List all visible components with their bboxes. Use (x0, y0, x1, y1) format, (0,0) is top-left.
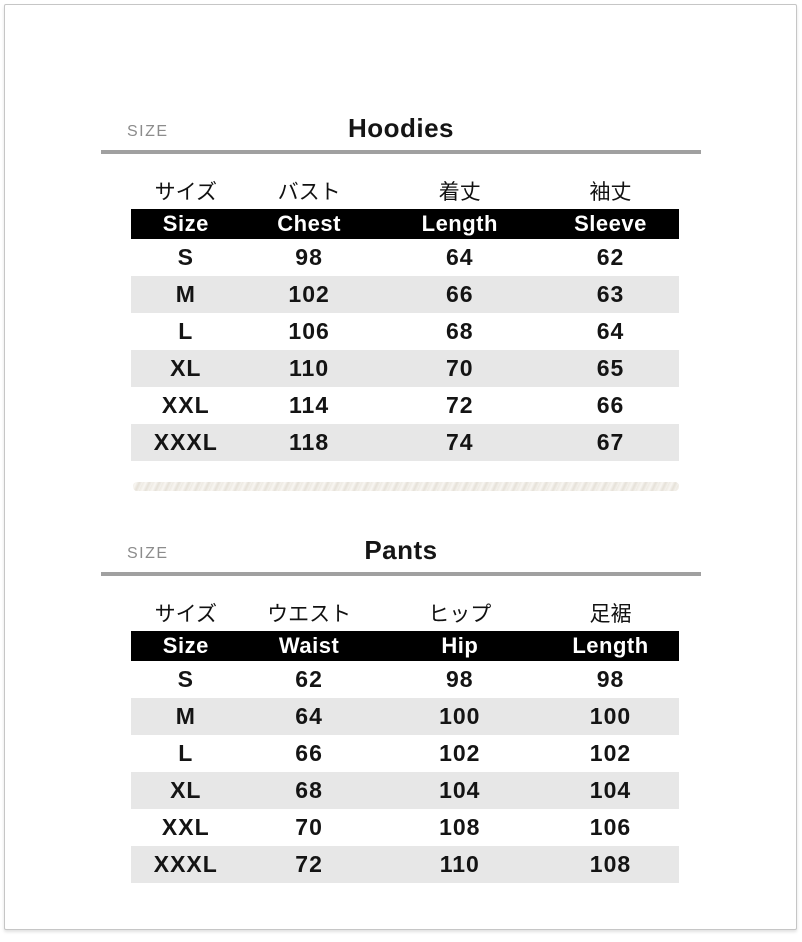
column-header-jp: サイズ (154, 603, 217, 626)
hoodies-title: Hoodies (347, 113, 455, 143)
measurement-cell: 68 (445, 318, 474, 344)
size-cell: M (175, 703, 196, 729)
table-row: L 66 102 102 (131, 735, 679, 772)
measurement-cell: 72 (295, 851, 323, 877)
column-header-jp: サイズ (154, 181, 217, 204)
column-header-en: Waist (240, 631, 378, 661)
column-header-jp: バスト (277, 181, 341, 204)
size-cell: XXL (161, 814, 210, 840)
measurement-cell: 102 (439, 740, 481, 766)
table-row: M 64 100 100 (131, 698, 679, 735)
size-cell: S (177, 666, 194, 692)
pants-english-header-row: Size Waist Hip Length (131, 631, 679, 661)
hoodies-section-header: SIZE Hoodies (101, 113, 701, 154)
measurement-cell: 100 (439, 703, 481, 729)
measurement-cell: 110 (439, 851, 480, 877)
measurement-cell: 70 (295, 814, 323, 840)
measurement-cell: 66 (295, 740, 323, 766)
pants-japanese-header-row: サイズ ウエスト ヒップ 足裾 (131, 598, 679, 631)
size-cell: XXXL (153, 851, 218, 877)
measurement-cell: 106 (288, 318, 330, 344)
size-cell: XXL (161, 392, 210, 418)
size-cell: L (178, 740, 194, 766)
table-row: L 106 68 64 (131, 313, 679, 350)
measurement-cell: 66 (445, 281, 474, 307)
pants-section-header: SIZE Pants (101, 535, 701, 576)
measurement-cell: 64 (445, 244, 474, 270)
table-row: XL 68 104 104 (131, 772, 679, 809)
column-header-en: Length (377, 209, 542, 239)
measurement-cell: 74 (445, 429, 474, 455)
hoodies-table-body: S 98 64 62 M 102 66 63 L 106 68 64 XL 110 70 65 XXL 114 72… (131, 239, 679, 461)
measurement-cell: 66 (596, 392, 625, 418)
measurement-cell: 114 (289, 392, 330, 418)
column-header-en: Size (131, 209, 241, 239)
size-cell: L (178, 318, 194, 344)
column-header-en: Hip (377, 631, 542, 661)
size-cell: M (175, 281, 196, 307)
size-cell: XL (170, 355, 202, 381)
pants-size-label: SIZE (127, 545, 169, 562)
measurement-cell: 106 (589, 814, 632, 840)
column-header-en: Chest (240, 209, 378, 239)
measurement-cell: 98 (596, 666, 625, 692)
size-cell: XXXL (153, 429, 218, 455)
measurement-cell: 100 (589, 703, 632, 729)
hoodies-english-header-row: Size Chest Length Sleeve (131, 209, 679, 239)
table-row: XXL 70 108 106 (131, 809, 679, 846)
table-row: XXL 114 72 66 (131, 387, 679, 424)
pants-title: Pants (364, 535, 438, 565)
hoodies-size-table: サイズ バスト 着丈 袖丈 Size Chest Length Sleeve S 98 64 62… (131, 176, 679, 461)
measurement-cell: 70 (445, 355, 474, 381)
hoodies-size-label: SIZE (127, 123, 169, 140)
measurement-cell: 64 (596, 318, 625, 344)
measurement-cell: 108 (439, 814, 481, 840)
measurement-cell: 102 (589, 740, 632, 766)
column-header-jp: ウエスト (267, 603, 352, 626)
rope-divider (133, 482, 679, 491)
measurement-cell: 102 (288, 281, 330, 307)
size-cell: S (177, 244, 194, 270)
pants-table-body: S 62 98 98 M 64 100 100 L 66 102 102 XL 68 104 104 XXL 70… (131, 661, 679, 883)
column-header-jp: 着丈 (438, 181, 481, 204)
hoodies-japanese-header-row: サイズ バスト 着丈 袖丈 (131, 176, 679, 209)
table-row: XXXL 118 74 67 (131, 424, 679, 461)
table-row: S 98 64 62 (131, 239, 679, 276)
column-header-jp: 袖丈 (589, 181, 632, 204)
measurement-cell: 98 (295, 244, 323, 270)
measurement-cell: 68 (295, 777, 323, 803)
measurement-cell: 118 (289, 429, 330, 455)
measurement-cell: 104 (589, 777, 632, 803)
measurement-cell: 104 (439, 777, 481, 803)
pants-size-table: サイズ ウエスト ヒップ 足裾 Size Waist Hip Length S 62 98 98 M… (131, 598, 679, 883)
measurement-cell: 67 (596, 429, 625, 455)
column-header-jp: ヒップ (428, 603, 492, 626)
measurement-cell: 108 (589, 851, 632, 877)
size-chart-card: SIZE Hoodies サイズ バスト 着丈 袖丈 Size Chest Length S… (4, 4, 797, 930)
table-row: S 62 98 98 (131, 661, 679, 698)
column-header-en: Length (541, 631, 679, 661)
measurement-cell: 62 (596, 244, 625, 270)
table-row: M 102 66 63 (131, 276, 679, 313)
table-row: XXXL 72 110 108 (131, 846, 679, 883)
column-header-en: Size (131, 631, 241, 661)
measurement-cell: 65 (596, 355, 625, 381)
table-row: XL 110 70 65 (131, 350, 679, 387)
measurement-cell: 64 (295, 703, 323, 729)
size-cell: XL (170, 777, 202, 803)
measurement-cell: 62 (295, 666, 323, 692)
column-header-jp: 足裾 (589, 603, 632, 626)
measurement-cell: 72 (445, 392, 474, 418)
measurement-cell: 98 (445, 666, 474, 692)
column-header-en: Sleeve (541, 209, 679, 239)
measurement-cell: 63 (596, 281, 625, 307)
measurement-cell: 110 (289, 355, 330, 381)
